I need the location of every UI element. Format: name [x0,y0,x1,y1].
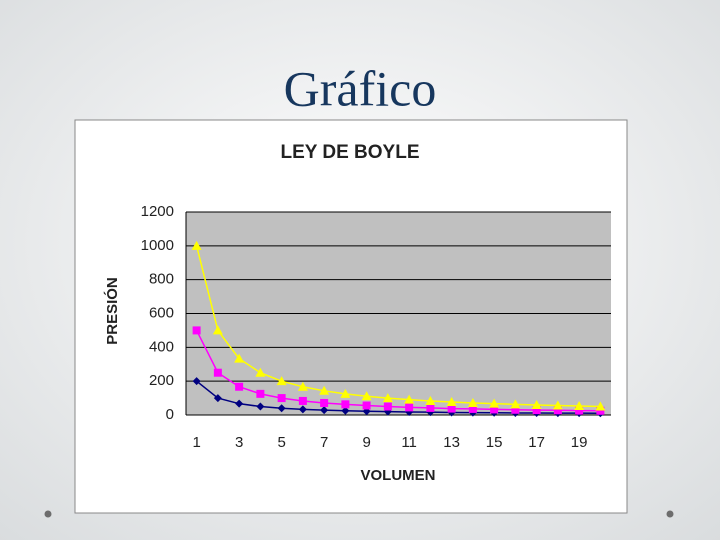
y-tick-label: 1000 [141,237,174,254]
x-tick-label: 17 [528,434,545,451]
point [298,396,307,405]
point [596,406,605,415]
point [361,391,372,401]
point [319,385,330,395]
point [234,353,245,363]
point [192,377,201,386]
decor-dot [666,510,674,518]
point [362,401,371,410]
point [532,406,541,415]
point [277,404,286,413]
point [341,406,350,415]
y-tick-label: 200 [149,372,174,389]
point [297,381,308,391]
y-tick-label: 600 [149,304,174,321]
x-tick-label: 15 [486,434,503,451]
point [446,396,457,406]
x-tick-label: 19 [571,434,588,451]
point [192,326,201,335]
point [425,395,436,405]
slide-title: Gráfico [284,60,437,116]
x-tick-label: 9 [362,434,370,451]
point [340,388,351,398]
x-tick-label: 3 [235,434,243,451]
point [255,367,266,377]
point [235,382,244,391]
point [320,406,329,415]
point [320,398,329,407]
x-axis-label: VOLUMEN [361,467,436,484]
point [212,325,223,335]
point [404,394,415,404]
point [468,404,477,413]
point [595,401,606,411]
point [489,398,500,408]
point [553,406,562,415]
point [426,403,435,412]
point [235,399,244,408]
point [276,376,287,386]
point [191,240,202,250]
point [490,405,499,414]
y-tick-label: 400 [149,338,174,355]
point [575,406,584,415]
point [552,400,563,410]
chart-title: LEY DE BOYLE [280,142,419,163]
point [341,400,350,409]
x-tick-label: 11 [401,434,417,451]
point [405,403,414,412]
point [256,389,265,398]
point [256,402,265,411]
point [531,400,542,410]
y-tick-label: 0 [166,406,174,423]
point [447,404,456,413]
point [382,393,393,403]
point [213,394,222,403]
x-tick-label: 5 [277,434,285,451]
x-tick-label: 13 [443,434,460,451]
decor-dot [44,510,52,518]
point [213,368,222,377]
point [510,399,521,409]
point [383,402,392,411]
point [511,405,520,414]
point [298,405,307,414]
y-tick-label: 1200 [141,203,174,220]
y-tick-label: 800 [149,271,174,288]
point [467,397,478,407]
x-tick-label: 7 [320,434,328,451]
x-tick-label: 1 [192,434,200,451]
point [277,394,286,403]
point [574,401,585,411]
y-axis-label: PRESIÓN [103,277,121,345]
